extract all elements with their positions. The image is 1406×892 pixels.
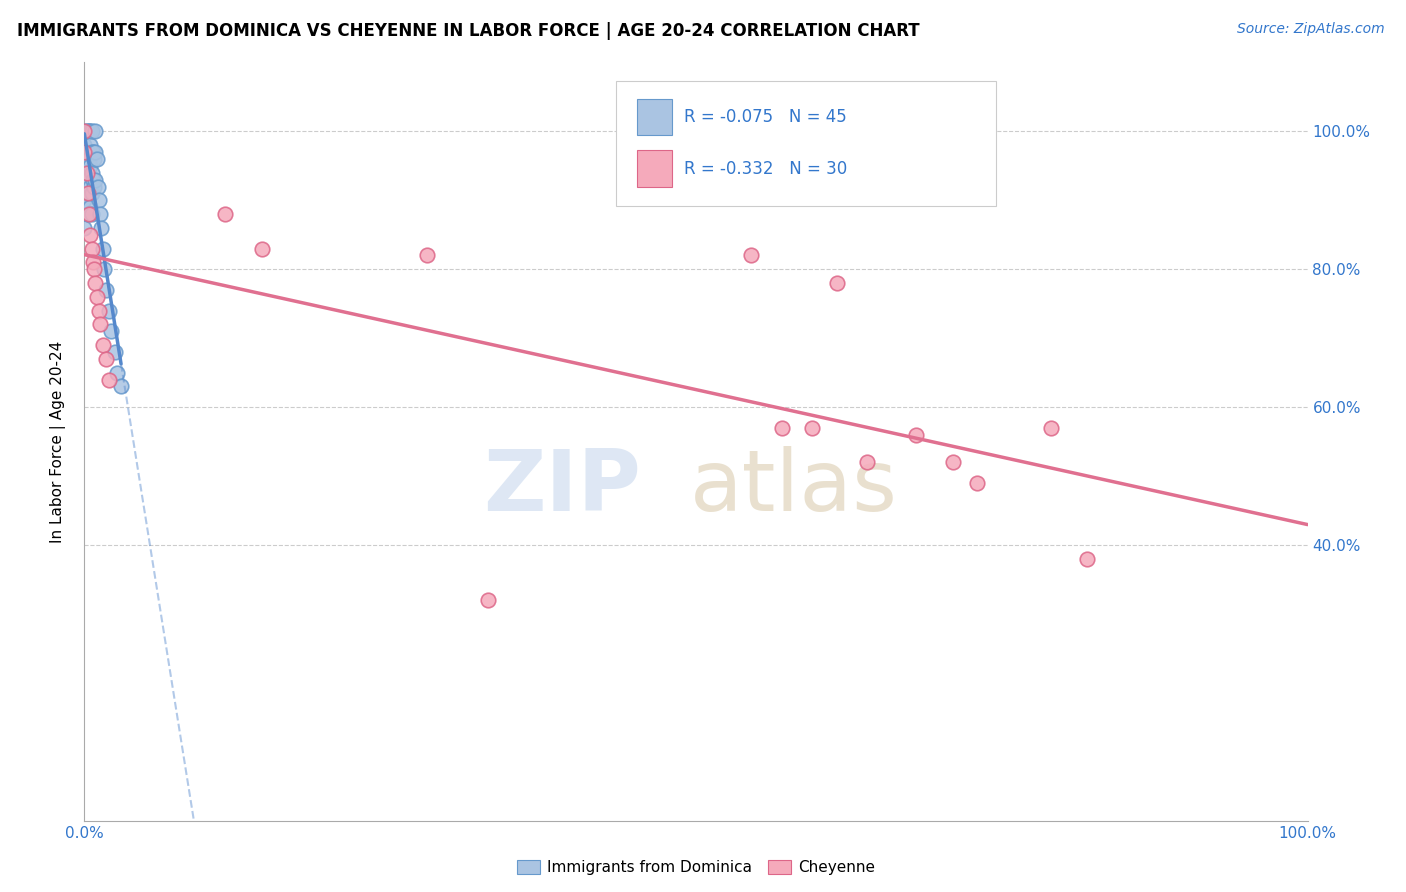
FancyBboxPatch shape bbox=[616, 81, 995, 207]
Point bbox=[90, 220, 112, 235]
Point bbox=[80, 186, 103, 201]
Point bbox=[83, 152, 105, 166]
Text: atlas: atlas bbox=[690, 445, 898, 529]
Point bbox=[77, 207, 100, 221]
Point bbox=[79, 138, 101, 153]
Point bbox=[91, 242, 114, 256]
Point bbox=[77, 172, 100, 186]
Point bbox=[73, 124, 96, 138]
Point bbox=[91, 338, 114, 352]
Point bbox=[966, 475, 988, 490]
Text: R = -0.332   N = 30: R = -0.332 N = 30 bbox=[683, 160, 846, 178]
Point bbox=[77, 186, 100, 201]
Point bbox=[84, 276, 107, 290]
Point bbox=[477, 593, 499, 607]
Text: IMMIGRANTS FROM DOMINICA VS CHEYENNE IN LABOR FORCE | AGE 20-24 CORRELATION CHAR: IMMIGRANTS FROM DOMINICA VS CHEYENNE IN … bbox=[17, 22, 920, 40]
Point bbox=[73, 152, 96, 166]
Text: ZIP: ZIP bbox=[484, 445, 641, 529]
Point bbox=[825, 276, 848, 290]
Point bbox=[79, 124, 101, 138]
Point bbox=[97, 303, 120, 318]
Point bbox=[73, 145, 96, 159]
Text: Source: ZipAtlas.com: Source: ZipAtlas.com bbox=[1237, 22, 1385, 37]
Point bbox=[86, 152, 108, 166]
Point bbox=[86, 290, 108, 304]
Point bbox=[87, 194, 110, 208]
Point bbox=[73, 220, 96, 235]
Point bbox=[76, 166, 98, 180]
Point bbox=[110, 379, 132, 393]
Point bbox=[84, 145, 107, 159]
Point bbox=[82, 172, 104, 186]
Legend: Immigrants from Dominica, Cheyenne: Immigrants from Dominica, Cheyenne bbox=[510, 854, 882, 881]
Point bbox=[100, 324, 122, 338]
Point bbox=[89, 318, 111, 332]
Point bbox=[93, 262, 115, 277]
Point bbox=[73, 194, 96, 208]
Point bbox=[214, 207, 236, 221]
Point bbox=[105, 366, 128, 380]
Point bbox=[250, 242, 273, 256]
Point bbox=[97, 372, 120, 386]
Point bbox=[77, 124, 100, 138]
Point bbox=[82, 255, 104, 269]
Point bbox=[770, 421, 793, 435]
FancyBboxPatch shape bbox=[637, 99, 672, 136]
Point bbox=[77, 207, 100, 221]
Point bbox=[87, 179, 110, 194]
Point bbox=[76, 159, 98, 173]
Point bbox=[89, 207, 111, 221]
Point bbox=[80, 145, 103, 159]
Point bbox=[80, 207, 103, 221]
Point bbox=[801, 421, 824, 435]
Point bbox=[73, 138, 96, 153]
Point bbox=[80, 124, 103, 138]
Point bbox=[77, 124, 100, 138]
Point bbox=[76, 124, 98, 138]
Point bbox=[905, 427, 928, 442]
Point bbox=[856, 455, 879, 469]
Point bbox=[83, 179, 105, 194]
Point bbox=[416, 248, 439, 262]
Text: R = -0.075   N = 45: R = -0.075 N = 45 bbox=[683, 108, 846, 126]
Point bbox=[104, 345, 127, 359]
Point bbox=[83, 262, 105, 277]
Point bbox=[1076, 551, 1098, 566]
Point bbox=[79, 179, 101, 194]
Point bbox=[96, 351, 118, 366]
Point bbox=[942, 455, 965, 469]
Point bbox=[79, 200, 101, 214]
Point bbox=[96, 283, 118, 297]
Point bbox=[77, 152, 100, 166]
Point bbox=[79, 159, 101, 173]
Point bbox=[79, 227, 101, 242]
FancyBboxPatch shape bbox=[637, 151, 672, 186]
Point bbox=[73, 124, 96, 138]
Point bbox=[740, 248, 762, 262]
Point bbox=[87, 303, 110, 318]
Point bbox=[80, 242, 103, 256]
Point bbox=[77, 186, 100, 201]
Point bbox=[82, 145, 104, 159]
Point bbox=[77, 145, 100, 159]
Point bbox=[1039, 421, 1062, 435]
Point bbox=[80, 166, 103, 180]
Point bbox=[84, 124, 107, 138]
Y-axis label: In Labor Force | Age 20-24: In Labor Force | Age 20-24 bbox=[49, 341, 66, 542]
Point bbox=[84, 172, 107, 186]
Point bbox=[73, 166, 96, 180]
